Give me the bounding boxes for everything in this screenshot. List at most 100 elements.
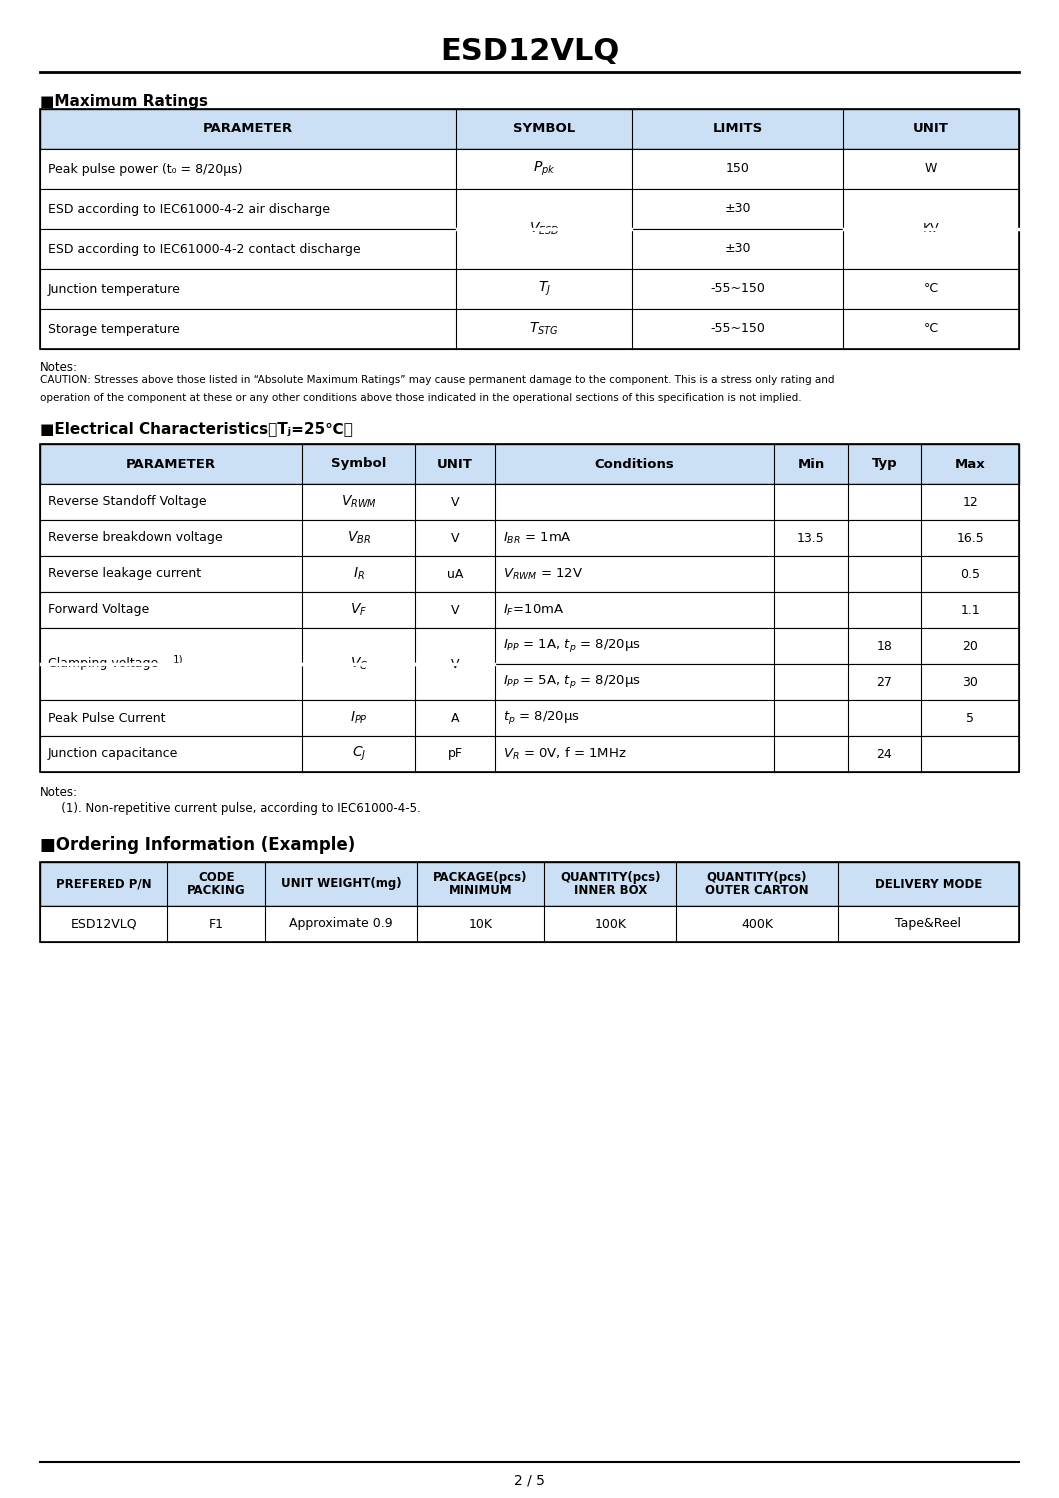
Text: °C: °C (923, 283, 938, 295)
Text: ■Maximum Ratings: ■Maximum Ratings (40, 94, 208, 109)
Text: 150: 150 (725, 162, 750, 175)
Text: $T_{STG}$: $T_{STG}$ (530, 321, 559, 337)
Text: ESD according to IEC61000-4-2 air discharge: ESD according to IEC61000-4-2 air discha… (48, 202, 330, 216)
Text: LIMITS: LIMITS (713, 123, 762, 135)
Text: PREFERED P/N: PREFERED P/N (56, 878, 151, 890)
Text: UNIT: UNIT (437, 457, 473, 470)
Text: Junction temperature: Junction temperature (48, 283, 181, 295)
Bar (40, 628, 1019, 664)
Text: $I_{BR}$ = 1mA: $I_{BR}$ = 1mA (503, 530, 572, 545)
Text: -55~150: -55~150 (711, 322, 765, 336)
Text: CAUTION: Stresses above those listed in “Absolute Maximum Ratings” may cause per: CAUTION: Stresses above those listed in … (40, 374, 834, 385)
Text: ±30: ±30 (724, 243, 751, 256)
Text: SYMBOL: SYMBOL (513, 123, 575, 135)
Bar (40, 229, 1019, 270)
Text: Reverse Standoff Voltage: Reverse Standoff Voltage (48, 496, 207, 508)
Text: $I_{PP}$ = 1A, $t_p$ = 8/20μs: $I_{PP}$ = 1A, $t_p$ = 8/20μs (503, 638, 641, 655)
Text: $I_{PP}$: $I_{PP}$ (349, 710, 367, 727)
Text: 2 / 5: 2 / 5 (514, 1473, 545, 1488)
Text: ■Electrical Characteristics（Tⱼ=25℃）: ■Electrical Characteristics（Tⱼ=25℃） (40, 421, 353, 436)
Text: PACKAGE(pcs): PACKAGE(pcs) (433, 870, 527, 884)
Text: Storage temperature: Storage temperature (48, 322, 180, 336)
Text: ±30: ±30 (724, 202, 751, 216)
Text: F1: F1 (209, 917, 223, 930)
Text: ESD12VLQ: ESD12VLQ (439, 37, 620, 66)
Bar (40, 148, 1019, 189)
Text: 10K: 10K (468, 917, 492, 930)
Text: 5: 5 (966, 712, 974, 725)
Text: MINIMUM: MINIMUM (449, 884, 513, 897)
Text: ESD according to IEC61000-4-2 contact discharge: ESD according to IEC61000-4-2 contact di… (48, 243, 361, 256)
Bar (40, 861, 1019, 906)
Text: OUTER CARTON: OUTER CARTON (705, 884, 809, 897)
Text: 1.1: 1.1 (961, 604, 980, 617)
Bar (40, 592, 1019, 628)
Text: W: W (925, 162, 937, 175)
Text: pF: pF (448, 748, 463, 761)
Text: $P_{pk}$: $P_{pk}$ (533, 160, 555, 178)
Text: QUANTITY(pcs): QUANTITY(pcs) (706, 870, 807, 884)
Text: 27: 27 (877, 676, 893, 689)
Text: $C_J$: $C_J$ (352, 745, 365, 762)
Text: UNIT: UNIT (913, 123, 949, 135)
Text: $t_p$ = 8/20μs: $t_p$ = 8/20μs (503, 710, 580, 727)
Text: -55~150: -55~150 (711, 283, 765, 295)
Text: QUANTITY(pcs): QUANTITY(pcs) (560, 870, 661, 884)
Text: INNER BOX: INNER BOX (574, 884, 647, 897)
Text: °C: °C (923, 322, 938, 336)
Text: $V_R$ = 0V, f = 1MHz: $V_R$ = 0V, f = 1MHz (503, 746, 627, 762)
Text: Typ: Typ (872, 457, 897, 470)
Text: $I_F$=10mA: $I_F$=10mA (503, 602, 564, 617)
Text: $V_F$: $V_F$ (351, 602, 367, 619)
Text: Reverse breakdown voltage: Reverse breakdown voltage (48, 532, 222, 544)
Text: V: V (451, 658, 460, 671)
Text: 400K: 400K (741, 917, 773, 930)
Text: 0.5: 0.5 (961, 568, 980, 581)
Text: Min: Min (797, 457, 825, 470)
Bar (40, 861, 1019, 942)
Bar (40, 664, 1019, 700)
Bar (40, 736, 1019, 771)
Text: PARAMETER: PARAMETER (203, 123, 293, 135)
Bar (40, 109, 1019, 148)
Text: Approximate 0.9: Approximate 0.9 (289, 917, 393, 930)
Bar (40, 484, 1019, 520)
Bar (40, 109, 1019, 349)
Text: V: V (451, 532, 460, 544)
Text: $I_R$: $I_R$ (353, 566, 364, 583)
Text: PARAMETER: PARAMETER (126, 457, 216, 470)
Text: 13.5: 13.5 (797, 532, 825, 544)
Text: operation of the component at these or any other conditions above those indicate: operation of the component at these or a… (40, 392, 802, 403)
Bar (40, 443, 1019, 771)
Bar (40, 520, 1019, 556)
Text: 20: 20 (963, 640, 979, 653)
Text: ■Ordering Information (Example): ■Ordering Information (Example) (40, 836, 355, 854)
Text: Conditions: Conditions (595, 457, 675, 470)
Text: UNIT WEIGHT(mg): UNIT WEIGHT(mg) (281, 878, 401, 890)
Text: 30: 30 (963, 676, 979, 689)
Bar (40, 906, 1019, 942)
Text: $V_{RWM}$: $V_{RWM}$ (341, 494, 377, 511)
Text: Tape&Reel: Tape&Reel (896, 917, 962, 930)
Text: Notes:: Notes: (40, 786, 78, 798)
Text: Max: Max (954, 457, 986, 470)
Bar (40, 189, 1019, 229)
Text: CODE: CODE (198, 870, 234, 884)
Text: $V_C$: $V_C$ (349, 656, 367, 673)
Text: Junction capacitance: Junction capacitance (48, 748, 178, 761)
Text: $I_{PP}$ = 5A, $t_p$ = 8/20μs: $I_{PP}$ = 5A, $t_p$ = 8/20μs (503, 674, 641, 691)
Bar (40, 443, 1019, 484)
Text: 24: 24 (877, 748, 893, 761)
Text: DELIVERY MODE: DELIVERY MODE (875, 878, 982, 890)
Text: $V_{RWM}$ = 12V: $V_{RWM}$ = 12V (503, 566, 584, 581)
Text: $V_{BR}$: $V_{BR}$ (346, 530, 371, 547)
Text: Peak Pulse Current: Peak Pulse Current (48, 712, 165, 725)
Text: Symbol: Symbol (331, 457, 387, 470)
Bar (40, 700, 1019, 736)
Text: Reverse leakage current: Reverse leakage current (48, 568, 201, 581)
Text: Forward Voltage: Forward Voltage (48, 604, 149, 617)
Text: $V_{ESD}$: $V_{ESD}$ (528, 220, 559, 237)
Bar (40, 309, 1019, 349)
Text: Peak pulse power (t₀ = 8/20μs): Peak pulse power (t₀ = 8/20μs) (48, 162, 243, 175)
Text: Clamping voltage: Clamping voltage (48, 658, 162, 671)
